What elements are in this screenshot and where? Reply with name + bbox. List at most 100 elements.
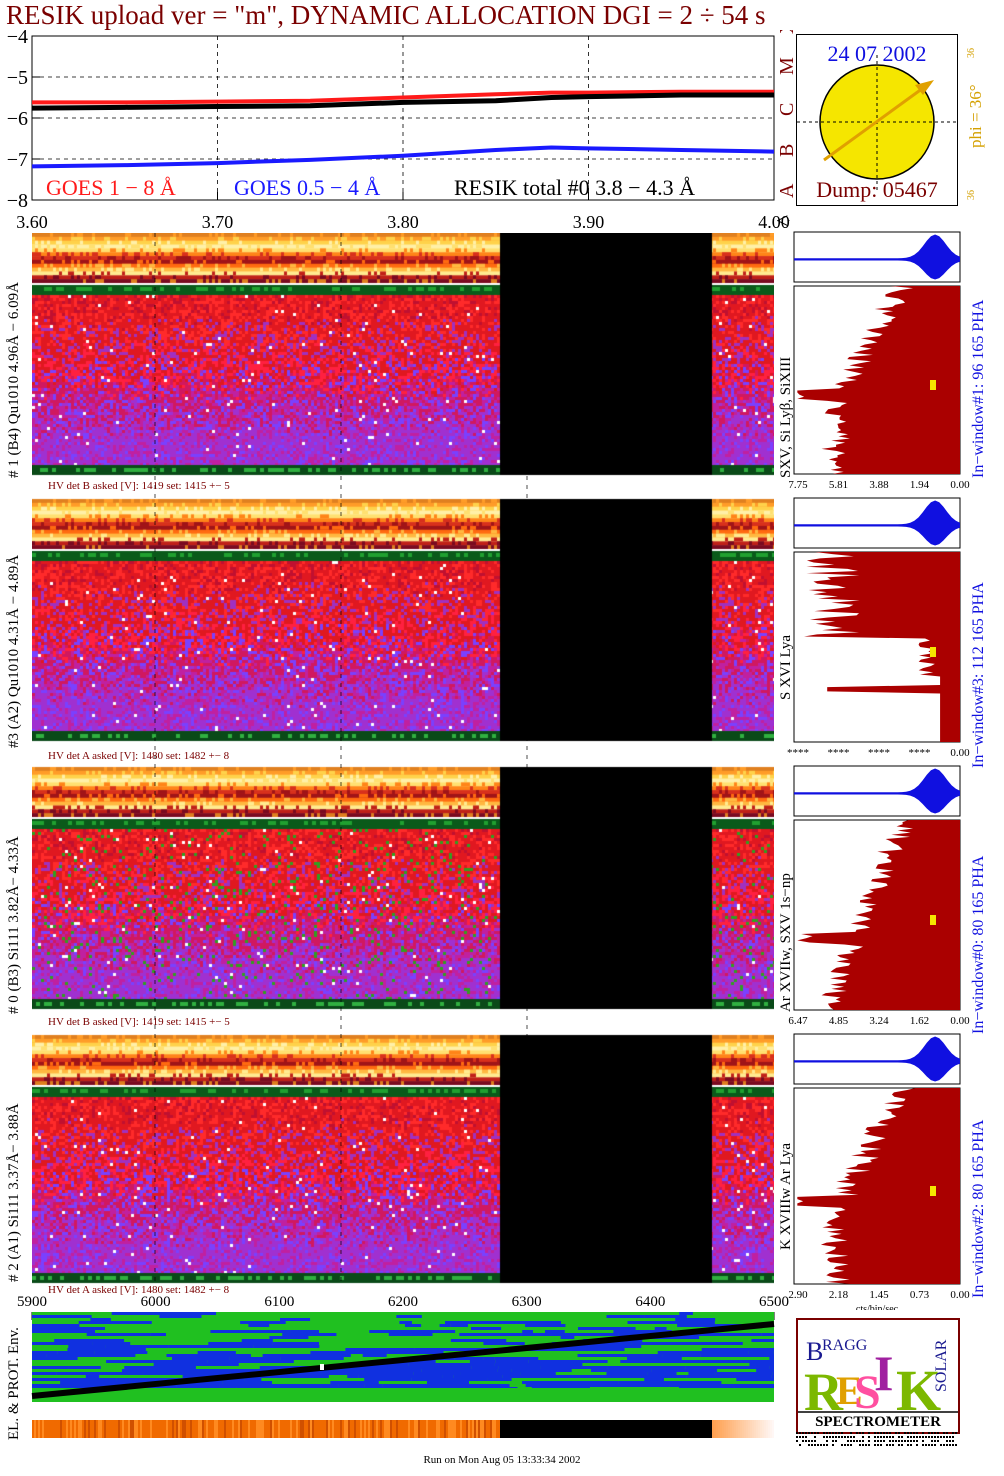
environment-panel: 5900 6000 6100 6200 6300 6400 6500 xyxy=(17,1294,789,1438)
logo-caption: SPECTROMETER xyxy=(815,1414,941,1430)
env-x-tick-label: 6000 xyxy=(141,1294,171,1310)
pha-tick-label: 4.85 xyxy=(829,1015,849,1027)
env-label: EL. & PROT. Env. xyxy=(6,1327,22,1440)
observation-date: 24 07 2002 xyxy=(828,41,927,66)
pha-histogram xyxy=(794,234,960,280)
goes-class-letter: C xyxy=(776,103,798,116)
line-spectrum xyxy=(804,552,960,742)
detector-label-1: # 1 (B4) Qu1010 4.96Å − 6.09Å xyxy=(6,282,22,478)
pha-tick-label: 5.81 xyxy=(829,479,848,491)
pha-histogram xyxy=(794,768,960,814)
goes-grid xyxy=(32,36,774,200)
line-label-0: Ar XVIIw, SXV 1s−np xyxy=(778,873,794,1012)
pha-histogram xyxy=(794,1036,960,1082)
phi-label: phi = 36° xyxy=(966,84,985,148)
phi-small-top: 36 xyxy=(966,48,977,58)
goes-x-tick-label: 3.90 xyxy=(573,212,605,232)
window-label-1: In−window#1: 96 165 PHA xyxy=(970,299,987,478)
pha-tick-label: 3.24 xyxy=(869,1015,889,1027)
pha-tick-label: 3.88 xyxy=(869,479,889,491)
env-x-tick-label: 6300 xyxy=(512,1294,542,1310)
window-label-3: In−window#3: 112 165 PHA xyxy=(970,582,987,768)
window-marker xyxy=(930,380,936,390)
pha-tick-label: 0.00 xyxy=(950,1289,970,1301)
pha-spectrum-panels: 7.75 5.81 3.88 1.94 0.00 **** **** **** **** 0.00… xyxy=(787,231,970,1310)
detector-label-2: # 2 (A1) Si111 3.37Å− 3.88Å xyxy=(6,1103,22,1282)
env-x-tick-label: 5900 xyxy=(17,1294,47,1310)
pha-tick-label: 6.47 xyxy=(788,1015,808,1027)
goes-lightcurve-chart: −4 −5 −6 −7 −8 3.60 3.70 3.80 3.90 4.00 GOES 1 −… xyxy=(7,30,790,233)
env-x-tick-label: 6200 xyxy=(388,1294,418,1310)
legend-goes-long: GOES 1 − 8 Å xyxy=(46,175,176,200)
logo-letter: S xyxy=(854,1366,881,1419)
phi-small-bottom: 36 xyxy=(966,190,977,200)
sun-diagram: 24 07 2002 Dump: 05467 xyxy=(797,41,957,202)
line-spectrum xyxy=(797,1088,960,1284)
detector-label-0: # 0 (B3) Si111 3.82Å− 4.33Å xyxy=(6,836,22,1014)
window-label-0: In−window#0: 80 165 PHA xyxy=(970,855,987,1034)
env-x-tick-label: 6500 xyxy=(759,1294,789,1310)
env-x-tick-label: 6100 xyxy=(264,1294,294,1310)
pha-unit-label: cts/bin/sec xyxy=(856,1304,899,1310)
svg-text:RAGG: RAGG xyxy=(822,1337,868,1354)
hv-label-det1: HV det B asked [V]: 1419 set: 1415 +− 5 xyxy=(48,480,230,492)
goes-series-2 xyxy=(31,92,774,111)
pha-tick-label: 1.94 xyxy=(910,479,930,491)
legend-resik-total: RESIK total #0 3.8 − 4.3 Å xyxy=(454,175,695,200)
pha-tick-label: **** xyxy=(787,747,809,759)
window-marker xyxy=(930,915,936,925)
resik-logo: B RAGG R E S I K SOLAR SPECTROMETER xyxy=(796,1318,960,1434)
goes-y-tick-label: −4 xyxy=(7,30,28,48)
goes-series-1 xyxy=(31,145,775,169)
goes-y-tick-label: −5 xyxy=(7,67,28,89)
goes-class-letter: X xyxy=(776,30,798,34)
goes-y-tick-label: −8 xyxy=(7,190,28,212)
goes-class-letter: B xyxy=(776,144,798,157)
pha-tick-label: **** xyxy=(909,747,931,759)
goes-y-tick-label: −7 xyxy=(7,149,28,171)
page-title: RESIK upload ver = "m", DYNAMIC ALLOCATI… xyxy=(6,0,766,30)
goes-x-tick-label: 3.60 xyxy=(16,212,48,232)
sun-position-panel: 24 07 2002 Dump: 05467 xyxy=(796,34,958,206)
pha-tick-label: **** xyxy=(828,747,850,759)
phi-arrow xyxy=(823,81,931,162)
line-spectrum xyxy=(797,286,960,474)
logo-letter: I xyxy=(874,1345,893,1401)
x-axis-unit: << hour UT xyxy=(776,208,790,233)
dump-number: Dump: 05467 xyxy=(816,177,938,202)
line-label-3: S XVI Lya xyxy=(778,635,794,700)
pha-histogram xyxy=(794,500,960,546)
detector-label-3: #3 (A2) Qu1010 4.31Å − 4.89Å xyxy=(6,554,22,748)
pha-tick-label: 0.00 xyxy=(950,479,970,491)
pha-tick-label: 1.62 xyxy=(910,1015,929,1027)
goes-class-scale: A B C M X xyxy=(776,30,798,198)
run-timestamp: Run on Mon Aug 05 13:33:34 2002 xyxy=(423,1454,581,1466)
goes-x-tick-label: 3.70 xyxy=(202,212,234,232)
window-marker xyxy=(930,1186,936,1196)
spectrogram-images xyxy=(32,233,774,1285)
hv-label-det2: HV det A asked [V]: 1480 set: 1482 +− 8 xyxy=(48,1284,230,1296)
arrow-head-icon xyxy=(915,80,934,95)
goes-series xyxy=(31,89,775,169)
logo-letter: E xyxy=(836,1368,863,1413)
pha-tick-label: **** xyxy=(868,747,890,759)
line-label-1: SXV, Si Lyβ, SiXIII xyxy=(778,356,794,478)
goes-y-ticks: −4 −5 −6 −7 −8 xyxy=(7,30,40,212)
time-guides xyxy=(154,233,528,1285)
logo-bragg: B xyxy=(806,1337,823,1366)
pha-tick-label: 2.18 xyxy=(829,1289,849,1301)
window-label-2: In−window#2: 80 165 PHA xyxy=(970,1119,987,1298)
goes-y-tick-label: −6 xyxy=(7,108,28,130)
goes-x-ticks: 3.60 3.70 3.80 3.90 4.00 xyxy=(16,192,790,232)
logo-solar: SOLAR xyxy=(933,1339,950,1392)
pha-tick-label: 0.00 xyxy=(950,747,970,759)
pha-tick-label: 1.45 xyxy=(869,1289,889,1301)
hv-label-det0: HV det B asked [V]: 1419 set: 1415 +− 5 xyxy=(48,1016,230,1028)
env-x-tick-label: 6400 xyxy=(635,1294,665,1310)
goes-class-letter: A xyxy=(776,183,798,198)
goes-x-tick-label: 3.80 xyxy=(387,212,419,232)
line-spectrum xyxy=(797,820,960,1010)
env-trend-line xyxy=(31,1321,775,1399)
goes-x-tick-label: 4.00 xyxy=(758,212,790,232)
